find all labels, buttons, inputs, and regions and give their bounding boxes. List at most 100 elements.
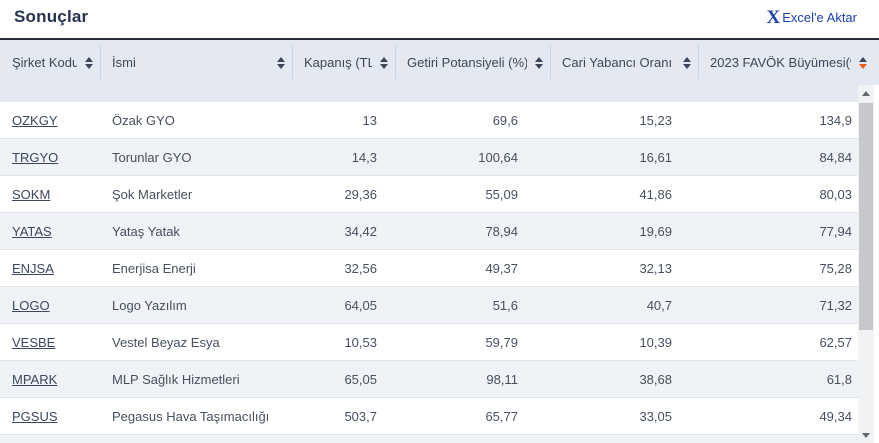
cell-sirket-kodu: OZKGY	[0, 113, 100, 128]
cell-cari-yabanci-orani: 41,86	[639, 186, 672, 202]
sort-desc-arrow-icon	[380, 63, 388, 69]
cell-cari-yabanci-orani: 10,39	[639, 334, 672, 350]
ticker-link[interactable]: TRGYO	[12, 149, 59, 165]
cell-getiri-potansiyeli: 49,37	[485, 260, 518, 276]
cell-cari-yabanci-orani: 16,61	[639, 149, 672, 165]
cell-kapanis-tl: 14,3	[351, 149, 377, 165]
sort-asc-arrow-icon	[277, 56, 285, 62]
title-bar: Sonuçlar X Excel'e Aktar	[0, 0, 879, 40]
cell-favok-buyumesi: 62,57	[819, 334, 852, 350]
sort-asc-arrow-icon	[380, 56, 388, 62]
sort-icon[interactable]	[277, 56, 285, 69]
cell-kapanis-tl: 13	[362, 112, 377, 128]
cell-kapanis-tl: 10,53	[344, 334, 377, 350]
cell-sirket-kodu: MPARK	[0, 372, 100, 387]
sort-asc-arrow-icon	[85, 56, 93, 62]
export-excel-button[interactable]: X Excel'e Aktar	[767, 8, 857, 27]
cell-cari-yabanci-orani: 19,69	[639, 223, 672, 239]
sort-icon[interactable]	[85, 56, 93, 69]
table-row: PGSUS Pegasus Hava Taşımacılığı 503,7 65,77…	[0, 398, 874, 435]
cell-sirket-kodu: LOGO	[0, 298, 100, 313]
table-header-spacer	[0, 85, 858, 102]
ticker-link[interactable]: ENJSA	[12, 260, 54, 276]
column-header-cari-yabanci-orani[interactable]: Cari Yabancı Oranı (%)	[550, 40, 698, 85]
cell-sirket-kodu: SOKM	[0, 187, 100, 202]
cell-getiri-potansiyeli: 59,79	[485, 334, 518, 350]
cell-favok-buyumesi: 71,32	[819, 297, 852, 313]
cell-sirket-kodu: TRGYO	[0, 150, 100, 165]
table-row-partial	[0, 435, 874, 443]
column-header-sirket-kodu[interactable]: Şirket Kodu	[0, 40, 100, 85]
cell-kapanis-tl: 65,05	[344, 371, 377, 387]
column-header-ismi[interactable]: İsmi	[100, 40, 292, 85]
column-label: Getiri Potansiyeli (%)	[407, 55, 527, 70]
ticker-link[interactable]: MPARK	[12, 371, 58, 387]
table-body: OZKGY Özak GYO 13 69,6 15,23 134,9 TRGYO Torunl…	[0, 102, 874, 443]
sort-icon[interactable]	[859, 56, 867, 69]
column-label: Şirket Kodu	[12, 55, 77, 70]
sort-icon[interactable]	[380, 56, 388, 69]
cell-kapanis-tl: 34,42	[344, 223, 377, 239]
ticker-link[interactable]: OZKGY	[12, 112, 58, 128]
cell-ismi: Enerjisa Enerji	[112, 260, 196, 276]
table-row: VESBE Vestel Beyaz Esya 10,53 59,79 10,39 62,…	[0, 324, 874, 361]
cell-ismi: Logo Yazılım	[112, 297, 187, 313]
scrollbar-down-button[interactable]	[858, 427, 874, 443]
table-row: SOKM Şok Marketler 29,36 55,09 41,86 80,03	[0, 176, 874, 213]
sort-asc-arrow-icon	[859, 56, 867, 62]
cell-sirket-kodu: VESBE	[0, 335, 100, 350]
cell-ismi: Torunlar GYO	[112, 149, 192, 165]
sort-icon[interactable]	[683, 56, 691, 69]
cell-favok-buyumesi: 49,34	[819, 408, 852, 424]
excel-icon: X	[766, 6, 781, 28]
cell-favok-buyumesi: 61,8	[826, 371, 852, 387]
cell-sirket-kodu: PGSUS	[0, 409, 100, 424]
cell-cari-yabanci-orani: 40,7	[646, 297, 672, 313]
cell-getiri-potansiyeli: 100,64	[478, 149, 518, 165]
table-row: YATAS Yataş Yatak 34,42 78,94 19,69 77,94	[0, 213, 874, 250]
cell-kapanis-tl: 29,36	[344, 186, 377, 202]
ticker-link[interactable]: SOKM	[12, 186, 51, 202]
cell-ismi: Yataş Yatak	[112, 223, 180, 239]
sort-desc-arrow-icon	[535, 63, 543, 69]
sort-asc-arrow-icon	[683, 56, 691, 62]
column-header-favok-buyumesi[interactable]: 2023 FAVÖK Büyümesi(%)	[698, 40, 874, 85]
cell-getiri-potansiyeli: 51,6	[492, 297, 518, 313]
ticker-link[interactable]: PGSUS	[12, 408, 58, 424]
column-label: 2023 FAVÖK Büyümesi(%)	[710, 55, 851, 70]
sort-icon[interactable]	[535, 56, 543, 69]
cell-sirket-kodu: ENJSA	[0, 261, 100, 276]
sort-desc-arrow-icon	[859, 63, 867, 69]
cell-getiri-potansiyeli: 98,11	[486, 371, 518, 387]
scrollbar-up-button[interactable]	[858, 85, 874, 101]
vertical-scrollbar[interactable]	[858, 85, 874, 443]
arrow-down-icon	[862, 432, 870, 438]
page-title: Sonuçlar	[14, 7, 89, 26]
sort-desc-arrow-icon	[277, 63, 285, 69]
column-header-kapanis-tl[interactable]: Kapanış (TL)	[292, 40, 395, 85]
arrow-up-icon	[862, 90, 870, 96]
sort-asc-arrow-icon	[535, 56, 543, 62]
column-label: İsmi	[112, 55, 136, 70]
cell-ismi: Vestel Beyaz Esya	[112, 334, 220, 350]
table-row: MPARK MLP Sağlık Hizmetleri 65,05 98,11 38,6…	[0, 361, 874, 398]
scrollbar-thumb[interactable]	[859, 103, 873, 330]
table-header-row: Şirket Kodu İsmi Kapanış (TL) Getiri Potans…	[0, 40, 879, 85]
sort-desc-arrow-icon	[85, 63, 93, 69]
cell-favok-buyumesi: 77,94	[819, 223, 852, 239]
table-row: ENJSA Enerjisa Enerji 32,56 49,37 32,13 75,28	[0, 250, 874, 287]
cell-cari-yabanci-orani: 38,68	[639, 371, 672, 387]
column-header-getiri-potansiyeli[interactable]: Getiri Potansiyeli (%)	[395, 40, 550, 85]
ticker-link[interactable]: LOGO	[12, 297, 50, 313]
column-label: Cari Yabancı Oranı (%)	[562, 55, 675, 70]
ticker-link[interactable]: VESBE	[12, 334, 56, 350]
column-label: Kapanış (TL)	[304, 55, 372, 70]
cell-cari-yabanci-orani: 32,13	[639, 260, 672, 276]
ticker-link[interactable]: YATAS	[12, 223, 52, 239]
cell-kapanis-tl: 64,05	[344, 297, 377, 313]
cell-favok-buyumesi: 80,03	[819, 186, 852, 202]
cell-kapanis-tl: 32,56	[344, 260, 377, 276]
cell-ismi: Özak GYO	[112, 112, 175, 128]
cell-ismi: MLP Sağlık Hizmetleri	[112, 371, 240, 387]
